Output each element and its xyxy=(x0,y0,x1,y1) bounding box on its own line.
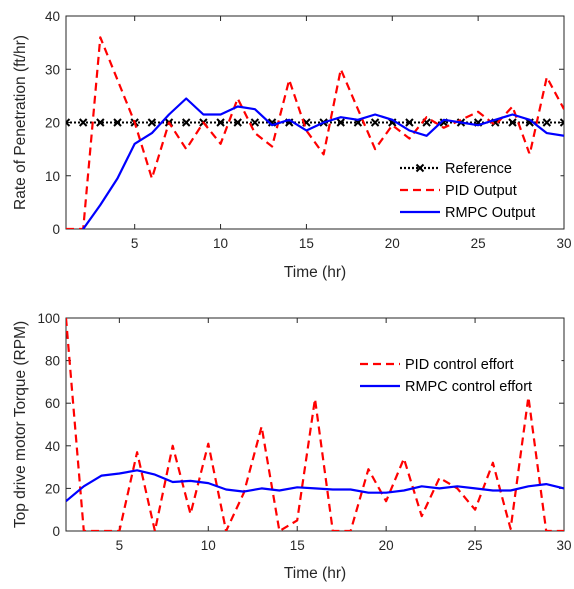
x-tick-label: 20 xyxy=(379,538,394,553)
x-tick-label: 10 xyxy=(201,538,216,553)
y-tick-label: 40 xyxy=(45,9,60,24)
legend-label-pid-control-effort: PID control effort xyxy=(405,357,514,373)
data-point-reference xyxy=(66,118,71,127)
series-line-pid-control-effort xyxy=(66,318,564,531)
legend-marker-reference xyxy=(415,163,425,173)
y-tick-label: 100 xyxy=(37,311,60,326)
legend: Reference PID Output RMPC Output xyxy=(391,153,561,229)
legend-label-reference: Reference xyxy=(445,161,512,177)
data-point-reference xyxy=(147,118,157,127)
y-tick-label: 10 xyxy=(45,169,60,184)
legend-label-rmpc-output: RMPC Output xyxy=(445,205,535,221)
plot-series xyxy=(66,318,564,531)
x-tick-label: 25 xyxy=(471,236,486,251)
data-point-reference xyxy=(78,118,88,127)
x-tick-label: 5 xyxy=(131,236,139,251)
legend: PID control effort RMPC control effort xyxy=(351,349,562,400)
plot-series xyxy=(66,36,564,229)
data-point-reference xyxy=(559,118,564,127)
y-tick-label: 80 xyxy=(45,354,60,369)
torque-chart: 5 10 15 20 25 30 0 20 40 60 80 100 Time (hr) Top driv… xyxy=(12,311,572,582)
x-tick-label: 30 xyxy=(556,236,571,251)
x-tick-label: 15 xyxy=(290,538,305,553)
data-point-reference xyxy=(113,118,122,127)
x-tick-label: 25 xyxy=(468,538,483,553)
y-tick-label: 20 xyxy=(45,481,60,496)
x-tick-label: 5 xyxy=(116,538,124,553)
data-point-reference xyxy=(96,118,105,127)
series-line-rmpc-output xyxy=(81,97,564,229)
x-axis-label: Time (hr) xyxy=(284,565,346,582)
y-tick-label: 0 xyxy=(52,222,60,237)
data-point-reference xyxy=(508,118,517,127)
legend-label-pid-output: PID Output xyxy=(445,183,517,199)
rop-chart: 5 10 15 20 25 30 0 10 20 30 40 Time (hr) Rate of Pen… xyxy=(12,9,572,281)
y-tick-label: 60 xyxy=(45,396,60,411)
series-line-rmpc-control-effort xyxy=(66,469,564,503)
series-line-pid-output xyxy=(66,36,564,229)
x-tick-label: 10 xyxy=(213,236,228,251)
data-point-reference xyxy=(370,118,380,127)
y-tick-label: 20 xyxy=(45,116,60,131)
x-tick-label: 15 xyxy=(299,236,314,251)
y-axis-label: Rate of Penetration (ft/hr) xyxy=(12,35,29,210)
data-point-reference xyxy=(181,118,191,127)
x-tick-label: 30 xyxy=(556,538,571,553)
y-axis-label: Top drive motor Torque (RPM) xyxy=(12,321,29,528)
legend-label-rmpc-control-effort: RMPC control effort xyxy=(405,379,532,395)
legend-box xyxy=(351,349,562,400)
data-point-reference xyxy=(336,118,345,127)
y-tick-label: 0 xyxy=(52,524,60,539)
x-axis-label: Time (hr) xyxy=(284,264,346,281)
x-tick-label: 20 xyxy=(385,236,400,251)
data-point-reference xyxy=(216,118,225,127)
y-tick-label: 40 xyxy=(45,439,60,454)
data-point-reference xyxy=(233,118,242,127)
y-tick-label: 30 xyxy=(45,62,60,77)
data-point-reference xyxy=(405,118,414,127)
data-point-reference xyxy=(542,118,552,127)
data-point-reference xyxy=(250,118,260,127)
